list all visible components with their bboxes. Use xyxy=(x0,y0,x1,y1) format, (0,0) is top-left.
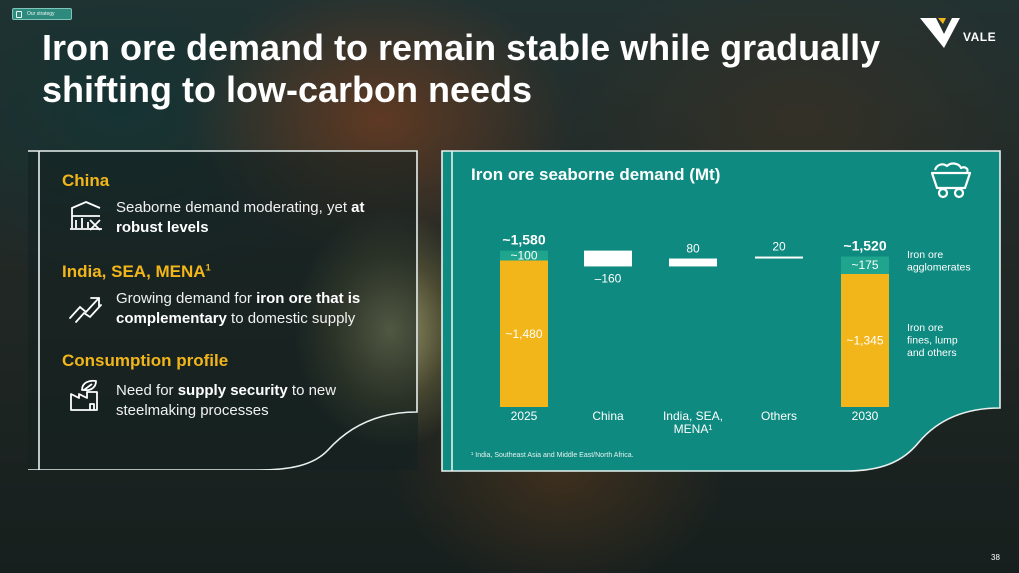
china-text: Seaborne demand moderating, yet at robus… xyxy=(116,199,365,236)
category-label-4: 2030 xyxy=(852,409,879,423)
insights-panel xyxy=(28,150,418,470)
legend-item-1-line-2: and others xyxy=(907,347,957,359)
chart-title: Iron ore seaborne demand (Mt) xyxy=(471,165,721,184)
consumption-profile-text: Need for supply security to new steelmak… xyxy=(116,382,337,419)
bar-2030-segment-1 xyxy=(841,256,889,274)
category-label-0: 2025 xyxy=(511,409,538,423)
bar-2030-segment-label-0: ~1,345 xyxy=(846,333,883,347)
page-number: 38 xyxy=(991,553,1000,562)
bar-2025-total-label: ~1,580 xyxy=(502,232,545,248)
insights-panel-border xyxy=(28,150,418,470)
bar-China-delta-label: –160 xyxy=(595,271,622,285)
document-icon xyxy=(16,11,22,18)
bar-Others-delta-label: 20 xyxy=(772,240,786,254)
trend-up-icon xyxy=(69,297,102,323)
legend-item-0-line-1: agglomerates xyxy=(907,262,971,274)
chart-footnote: ¹ India, Southeast Asia and Middle East/… xyxy=(471,452,634,459)
mine-cart-icon xyxy=(930,162,972,199)
bar-2025-segment-label-0: ~1,480 xyxy=(505,327,542,341)
category-label-1: China xyxy=(592,409,624,423)
bar-India, SEA, MENA¹-delta xyxy=(669,258,717,267)
bar-India, SEA, MENA¹-delta-label: 80 xyxy=(686,242,700,256)
section-tag-label: Our strategy xyxy=(27,11,55,17)
logo-text: VALE xyxy=(963,30,997,44)
legend-item-0-line-0: Iron ore xyxy=(907,249,943,261)
india-sea-mena-text: Growing demand for iron ore that is comp… xyxy=(116,290,361,327)
vale-logo xyxy=(920,18,960,48)
crane-chart-icon xyxy=(70,201,102,231)
consumption-profile-heading: Consumption profile xyxy=(62,351,229,370)
seaborne-demand-chart: ~1,480 ~100~1,580 –160 80 20 ~1,345 ~175 ~1,520… xyxy=(500,232,971,436)
bar-2025-segment-0 xyxy=(500,260,548,407)
bar-2025-segment-label-1: ~100 xyxy=(510,249,537,263)
legend-item-1-line-1: fines, lump xyxy=(907,335,958,347)
india-sea-mena-heading: India, SEA, MENA1 xyxy=(62,262,211,281)
bar-China-delta xyxy=(584,250,632,267)
china-heading: China xyxy=(62,171,110,190)
bar-2025-segment-1 xyxy=(500,250,548,261)
legend-item-1-line-0: Iron ore xyxy=(907,322,943,334)
bar-2030-segment-0 xyxy=(841,273,889,407)
section-tag: Our strategy xyxy=(12,8,72,20)
category-label-2-line-1: India, SEA, xyxy=(663,409,723,423)
page-title: Iron ore demand to remain stable while g… xyxy=(42,27,881,110)
category-label-2-line-2: MENA¹ xyxy=(674,422,713,436)
bar-Others-delta xyxy=(755,256,803,259)
bar-2030-segment-label-1: ~175 xyxy=(851,258,878,272)
category-label-3: Others xyxy=(761,409,797,423)
factory-leaf-icon xyxy=(70,379,98,411)
bar-2030-total-label: ~1,520 xyxy=(843,238,886,254)
